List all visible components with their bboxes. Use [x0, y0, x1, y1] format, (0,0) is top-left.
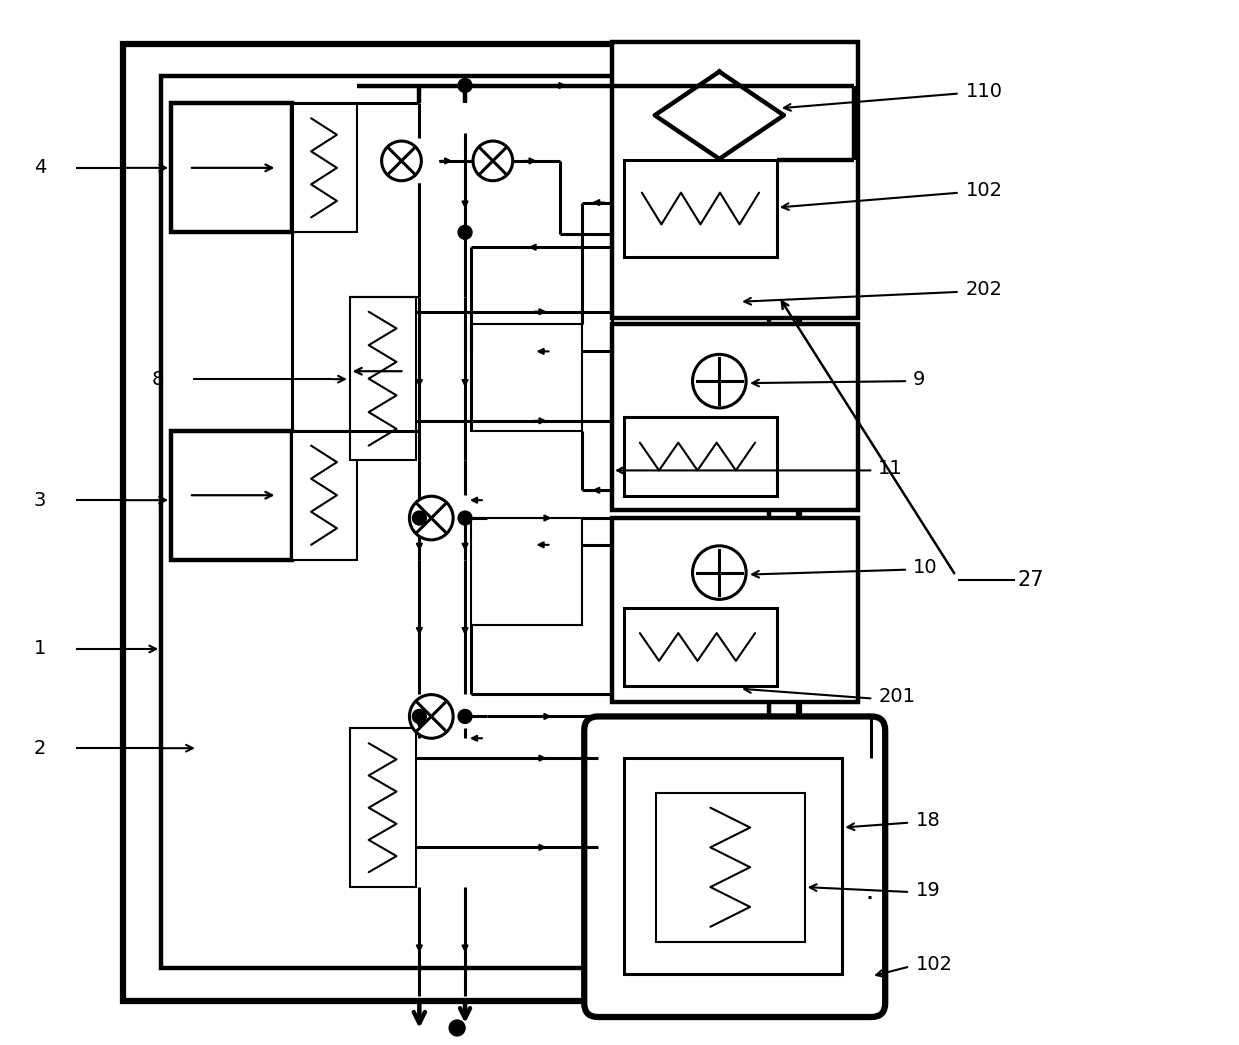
Text: 2: 2	[33, 739, 46, 758]
Circle shape	[458, 226, 472, 239]
Text: 102: 102	[916, 955, 953, 974]
Bar	[124, 44, 799, 1001]
Bar	[471, 518, 582, 625]
Text: 11: 11	[878, 459, 903, 478]
Text: 202: 202	[965, 280, 1002, 299]
Circle shape	[413, 710, 426, 723]
Bar	[471, 324, 582, 431]
Circle shape	[450, 1020, 465, 1036]
Text: 3: 3	[33, 491, 46, 510]
Circle shape	[458, 78, 472, 92]
Text: 110: 110	[965, 82, 1002, 101]
Text: 8: 8	[151, 370, 164, 389]
Circle shape	[458, 511, 472, 525]
Bar	[161, 75, 769, 969]
FancyBboxPatch shape	[585, 717, 885, 1017]
Circle shape	[413, 511, 426, 525]
Bar	[624, 417, 777, 496]
Text: 18: 18	[916, 811, 940, 830]
Bar	[292, 103, 357, 232]
Bar	[612, 518, 859, 701]
Text: 201: 201	[878, 688, 916, 706]
Circle shape	[693, 545, 746, 600]
Circle shape	[693, 354, 746, 408]
Text: 27: 27	[1017, 570, 1043, 589]
Bar	[171, 103, 292, 232]
Text: 4: 4	[33, 159, 46, 178]
Text: 19: 19	[916, 881, 940, 900]
Circle shape	[409, 496, 453, 540]
Bar	[612, 42, 859, 318]
Bar	[171, 431, 292, 560]
Text: 1: 1	[33, 640, 46, 658]
Bar	[292, 431, 357, 560]
Bar	[624, 160, 777, 257]
Bar	[624, 758, 843, 974]
Text: 102: 102	[965, 181, 1002, 201]
Circle shape	[409, 695, 453, 738]
Bar	[349, 728, 416, 887]
Text: 9: 9	[913, 370, 926, 389]
Bar	[624, 608, 777, 686]
Circle shape	[473, 141, 513, 181]
Bar	[612, 324, 859, 510]
Text: 10: 10	[913, 558, 938, 577]
Circle shape	[382, 141, 421, 181]
Bar	[655, 793, 805, 942]
Circle shape	[458, 710, 472, 723]
Bar	[349, 297, 416, 461]
